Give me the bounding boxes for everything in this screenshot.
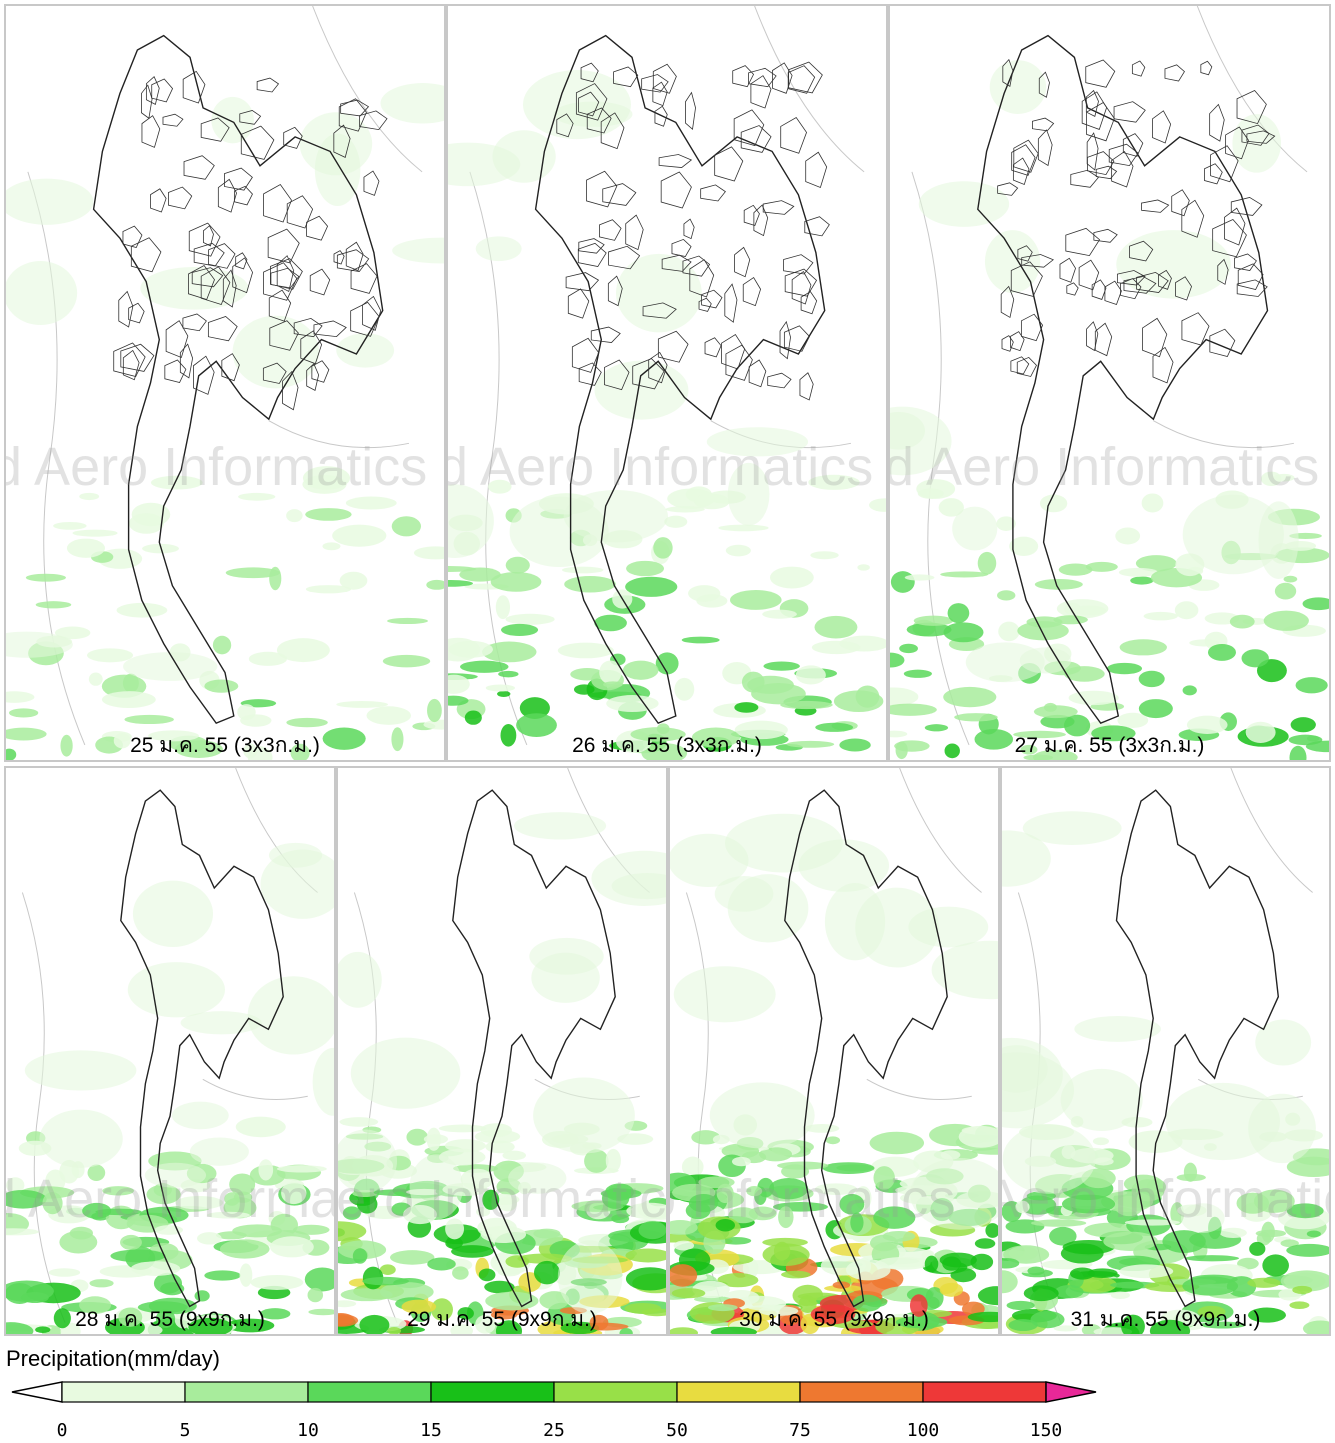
watermark: d Aero Informatics — [4, 437, 428, 497]
colorbar-segment — [61, 1381, 186, 1403]
rain-cells — [338, 812, 666, 1334]
rain-cells — [6, 83, 444, 760]
map-panel: d Aero Informatics 29 ม.ค. 55 (9x9ก.ม.) — [336, 766, 668, 1336]
rain-cells — [1002, 811, 1329, 1334]
watermark: d Aero Informatics — [6, 1169, 334, 1229]
thailand-outline — [92, 34, 384, 725]
panel-caption: 31 ม.ค. 55 (9x9ก.ม.) — [1070, 1308, 1261, 1331]
precipitation-map — [6, 6, 444, 760]
colorbar-tick-label: 25 — [543, 1420, 565, 1441]
precipitation-map — [6, 768, 334, 1334]
colorbar-tick-label: 100 — [907, 1420, 940, 1441]
rain-cells — [670, 813, 998, 1334]
colorbar-tick-label: 15 — [420, 1420, 442, 1441]
panel-caption: 26 ม.ค. 55 (3x3ก.ม.) — [572, 734, 762, 757]
legend-title: Precipitation(mm/day) — [6, 1346, 220, 1371]
thailand-outline — [534, 34, 826, 725]
panel-caption: 25 ม.ค. 55 (3x3ก.ม.) — [130, 734, 320, 757]
thailand-outline — [452, 789, 616, 1308]
map-panel: d Aero Informatics 28 ม.ค. 55 (9x9ก.ม.) — [4, 766, 336, 1336]
map-panel: d Aero Informatics 25 ม.ค. 55 (3x3ก.ม.) — [4, 4, 446, 762]
province-borders — [113, 70, 388, 411]
panel-caption: 28 ม.ค. 55 (9x9ก.ม.) — [75, 1308, 265, 1331]
precipitation-map — [1002, 768, 1329, 1334]
colorbar-tick-label: 75 — [789, 1420, 811, 1441]
province-borders — [556, 61, 830, 401]
rain-cells — [448, 70, 886, 760]
colorbar-tick-label: 50 — [666, 1420, 688, 1441]
colorbar-segment — [922, 1381, 1047, 1403]
map-panel: d Aero Informatics 27 ม.ค. 55 (3x3ก.ม.) — [888, 4, 1331, 762]
map-panel: d Aero Informatics 30 ม.ค. 55 (9x9ก.ม.) — [668, 766, 1000, 1336]
thailand-outline — [784, 789, 948, 1308]
map-panel: d Aero Informatics 26 ม.ค. 55 (3x3ก.ม.) — [446, 4, 888, 762]
thailand-outline — [120, 789, 284, 1308]
map-panel: d Aero Informatics 31 ม.ค. 55 (9x9ก.ม.) — [1000, 766, 1331, 1336]
colorbar-segment — [430, 1381, 555, 1403]
colorbar-under-arrow — [11, 1381, 63, 1403]
precipitation-map — [448, 6, 886, 760]
watermark: d Aero Informatics — [1002, 1169, 1329, 1229]
panel-caption: 30 ม.ค. 55 (9x9ก.ม.) — [739, 1308, 929, 1331]
colorbar-tick-label: 5 — [180, 1420, 191, 1441]
watermark: d Aero Informatics — [336, 1169, 668, 1229]
colorbar-segment — [799, 1381, 924, 1403]
colorbar-segment — [307, 1381, 432, 1403]
precipitation-map — [890, 6, 1329, 760]
colorbar-segment — [184, 1381, 309, 1403]
province-borders — [997, 58, 1276, 384]
colorbar-segment — [553, 1381, 678, 1403]
colorbar-tick-label: 150 — [1030, 1420, 1063, 1441]
precipitation-map — [338, 768, 666, 1334]
watermark: d Aero Informatics — [446, 437, 874, 497]
rain-cells — [890, 60, 1329, 760]
panel-caption: 27 ม.ค. 55 (3x3ก.ม.) — [1014, 734, 1205, 757]
colorbar-tick-label: 10 — [297, 1420, 319, 1441]
colorbar-over-arrow — [1045, 1381, 1097, 1403]
thailand-outline — [977, 34, 1269, 725]
precipitation-map — [670, 768, 998, 1334]
rain-cells — [6, 842, 334, 1334]
watermark: d Aero Informatics — [670, 1169, 956, 1229]
precipitation-colorbar: 0 5 10 15 25 50 75 100 150 — [11, 1381, 1097, 1441]
thailand-outline — [1115, 789, 1280, 1308]
colorbar-segment — [676, 1381, 801, 1403]
colorbar-tick-label: 0 — [57, 1420, 68, 1441]
watermark: d Aero Informatics — [888, 437, 1320, 497]
panel-caption: 29 ม.ค. 55 (9x9ก.ม.) — [407, 1308, 597, 1331]
